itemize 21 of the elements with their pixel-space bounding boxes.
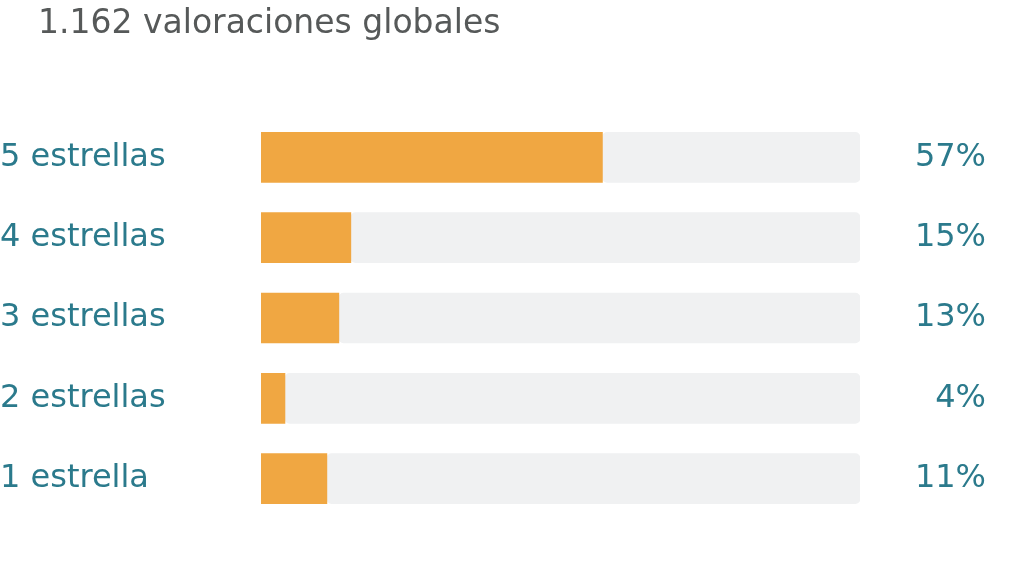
- bar: [284, 372, 860, 424]
- bar: [326, 453, 860, 504]
- bar: [261, 132, 603, 183]
- y-tick-label: 5 estrellas: [0, 135, 166, 174]
- bar: [261, 292, 340, 344]
- bar: [602, 132, 860, 183]
- data-label: 57%: [914, 135, 986, 174]
- y-tick-label: 3 estrellas: [0, 296, 166, 335]
- y-tick-label: 4 estrellas: [0, 215, 166, 254]
- bar: [350, 212, 860, 264]
- data-label: 4%: [935, 376, 986, 415]
- bar: [261, 372, 286, 424]
- chart-title: 1.162 valoraciones globales: [38, 2, 501, 41]
- data-label: 11%: [914, 456, 986, 495]
- bar: [261, 212, 352, 264]
- data-label: 15%: [914, 215, 986, 254]
- data-label: 13%: [914, 296, 986, 335]
- bar: [261, 453, 328, 504]
- y-tick-label: 1 estrella: [0, 456, 149, 495]
- bar: [338, 292, 860, 344]
- y-tick-label: 2 estrellas: [0, 376, 166, 415]
